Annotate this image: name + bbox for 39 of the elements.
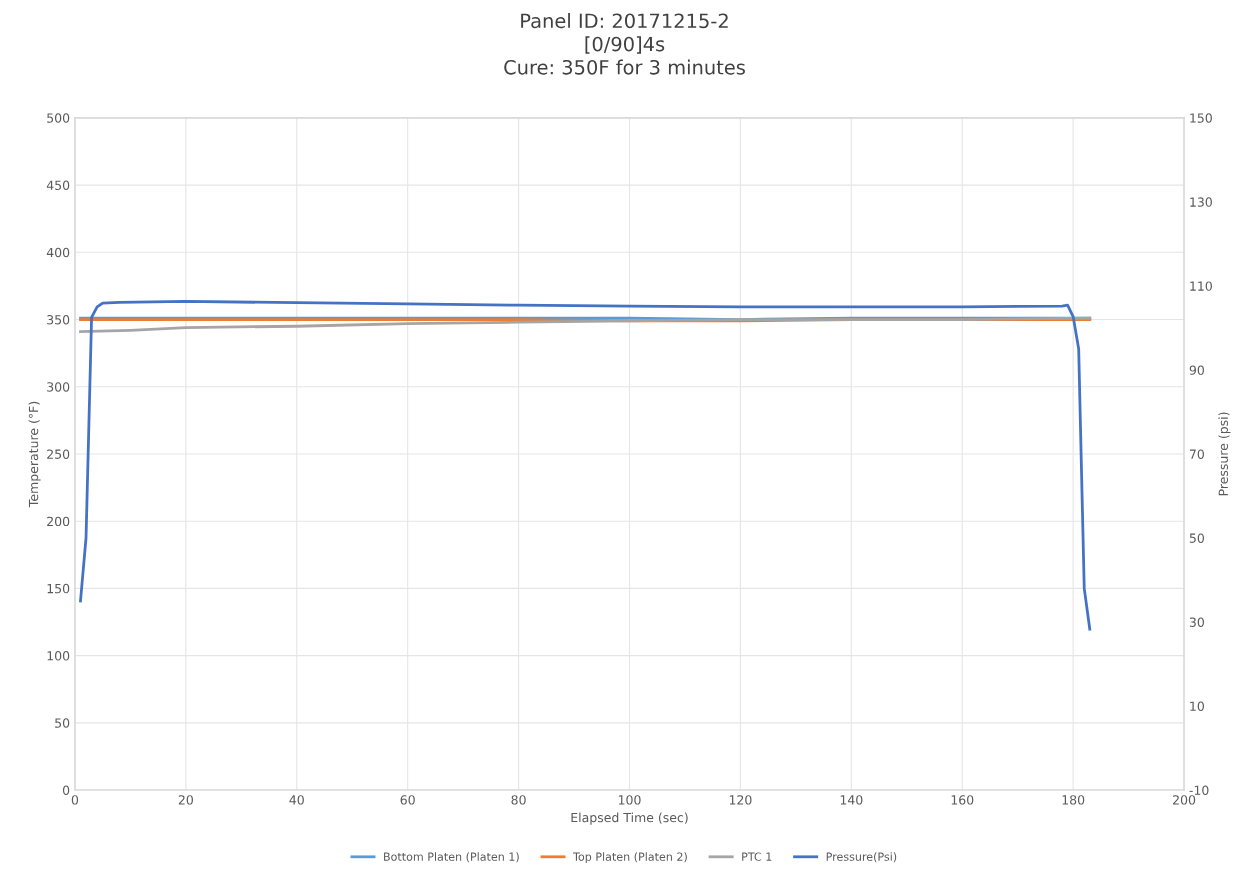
y2-tick-label: 50 [1189, 533, 1204, 543]
y-tick-label: 200 [47, 516, 70, 527]
y-tick-label: 100 [47, 651, 70, 661]
x-tick-label: 80 [511, 795, 526, 805]
y-tick-label: 500 [47, 113, 70, 123]
y2-tick-label: 70 [1189, 449, 1204, 459]
legend-label: Top Platen (Platen 2) [573, 852, 687, 863]
y-tick-label: 450 [46, 180, 70, 190]
legend-label: Pressure(Psi) [826, 852, 897, 863]
x-tick-label: 0 [71, 795, 79, 805]
y-axis-title: Temperature (°F) [28, 401, 41, 508]
x-tick-label: 180 [1062, 795, 1085, 805]
x-tick-label: 120 [729, 795, 752, 805]
x-tick-label: 20 [178, 795, 193, 805]
x-tick-label: 40 [289, 795, 304, 805]
legend-label: Bottom Platen (Platen 1) [384, 852, 519, 863]
x-tick-label: 140 [840, 795, 863, 805]
y-tick-label: 250 [47, 449, 70, 459]
y-tick-label: 300 [47, 382, 70, 392]
y-tick-label: 150 [47, 583, 70, 594]
x-tick-label: 160 [951, 795, 974, 805]
legend-label: PTC 1 [742, 852, 772, 861]
y-tick-label: 50 [55, 718, 70, 728]
y-tick-label: 400 [46, 247, 70, 258]
x-tick-label: 60 [400, 795, 415, 805]
x-tick-label: 200 [1173, 795, 1196, 805]
y-tick-label: 350 [47, 314, 70, 325]
y2-tick-label: 90 [1189, 365, 1204, 375]
x-tick-label: 100 [618, 795, 641, 805]
chart-title: Panel ID: 20171215-2 [0/90]4s Cure: 350F for 3 minutes [504, 13, 745, 75]
y2-tick-label: 110 [1190, 281, 1212, 291]
y2-tick-label: 10 [1190, 701, 1204, 711]
y2-tick-label: 130 [1190, 197, 1212, 207]
y2-tick-label: 150 [1190, 113, 1212, 123]
x-axis-title: Elapsed Time (sec) [571, 812, 688, 825]
y2-axis-title: Pressure (psi) [1218, 412, 1231, 496]
y2-tick-label: -10 [1189, 785, 1209, 795]
y2-tick-label: 30 [1189, 617, 1204, 627]
y-tick-label: 0 [62, 785, 70, 795]
